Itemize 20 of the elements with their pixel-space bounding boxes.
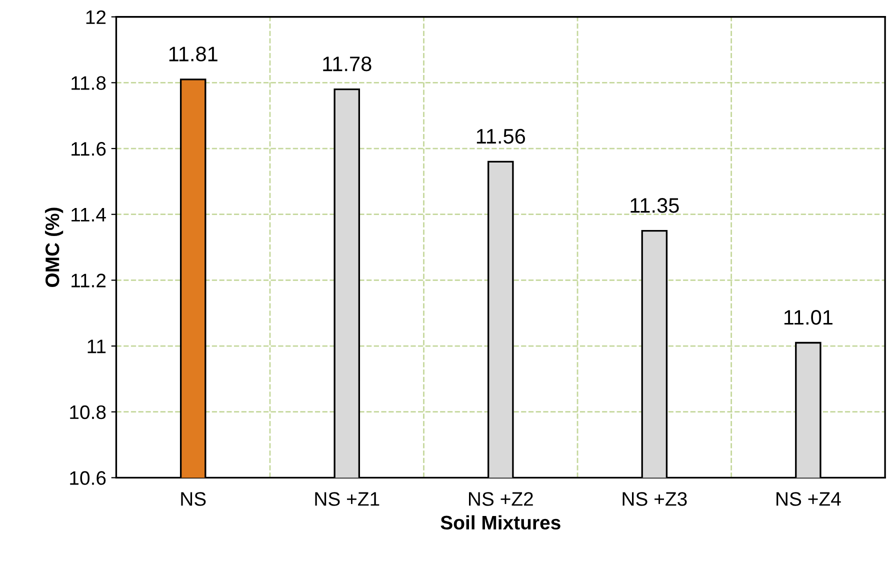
data-label: 11.01 bbox=[784, 310, 832, 325]
y-tick-label: 11.6 bbox=[72, 142, 106, 156]
x-tick-label: NS bbox=[181, 492, 206, 506]
y-tick-label: 10.6 bbox=[70, 471, 106, 485]
x-tick-label: NS +Z3 bbox=[622, 492, 687, 506]
x-tick-label: NS +Z4 bbox=[776, 492, 841, 506]
data-label: 11.81 bbox=[169, 46, 218, 62]
data-label: 11.56 bbox=[476, 128, 526, 144]
data-label: 11.78 bbox=[323, 56, 372, 72]
y-tick-label: 11.4 bbox=[72, 208, 106, 222]
x-tick-label: NS +Z2 bbox=[469, 492, 533, 506]
x-tick-label: NS +Z1 bbox=[315, 492, 380, 506]
y-tick-label: 11.2 bbox=[72, 274, 106, 288]
y-tick-label: 10.8 bbox=[70, 405, 106, 420]
y-tick-label: 11.8 bbox=[72, 76, 106, 90]
y-axis-title: OMC (%) bbox=[44, 208, 64, 287]
data-label: 11.35 bbox=[630, 198, 679, 213]
y-tick-label: 12 bbox=[86, 10, 106, 24]
y-tick-label: 11 bbox=[88, 340, 106, 354]
x-axis-title: Soil Mixtures bbox=[440, 515, 560, 530]
